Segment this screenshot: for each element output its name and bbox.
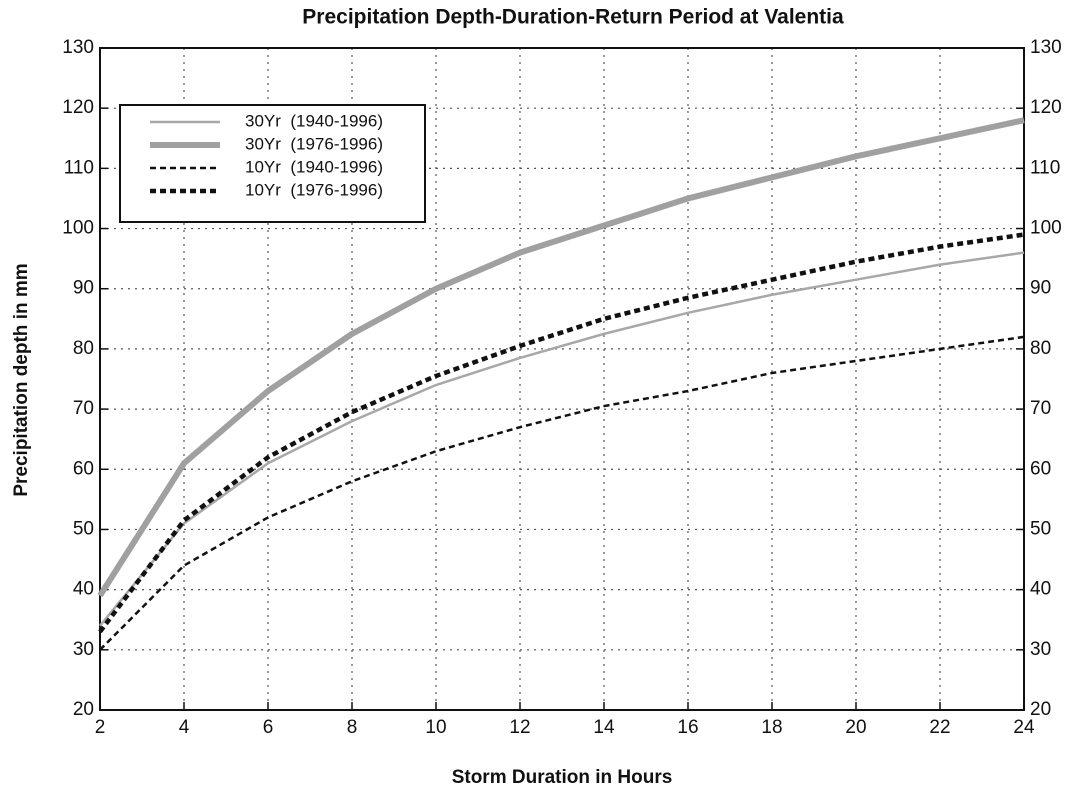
y-tick-label: 50 xyxy=(73,518,94,539)
x-tick-label: 14 xyxy=(593,717,615,738)
y2-tick-label: 40 xyxy=(1030,579,1051,600)
y2-tick-label: 110 xyxy=(1030,157,1060,178)
y-tick-label: 130 xyxy=(62,37,94,58)
legend-label: 10Yr (1976-1996) xyxy=(245,180,383,199)
chart-title: Precipitation Depth-Duration-Return Peri… xyxy=(302,6,844,29)
plot-frame xyxy=(99,47,1025,711)
x-axis-label: Storm Duration in Hours xyxy=(452,767,673,788)
y-tick-label: 40 xyxy=(73,579,94,600)
x-tick-label: 2 xyxy=(95,717,106,738)
y2-tick-label: 70 xyxy=(1030,398,1051,419)
x-tick-label: 20 xyxy=(845,717,866,738)
y-tick-label: 60 xyxy=(73,458,94,479)
legend-label: 30Yr (1940-1996) xyxy=(245,111,383,130)
y2-tick-label: 20 xyxy=(1030,699,1051,720)
y2-tick-label: 130 xyxy=(1030,37,1062,58)
y-tick-label: 70 xyxy=(73,398,94,419)
x-tick-label: 16 xyxy=(677,717,698,738)
x-tick-label: 6 xyxy=(263,717,274,738)
x-tick-label: 4 xyxy=(179,717,190,738)
y-tick-label: 20 xyxy=(73,699,94,720)
y-tick-label: 120 xyxy=(62,97,94,118)
y2-tick-label: 90 xyxy=(1030,278,1051,299)
x-tick-label: 8 xyxy=(347,717,358,738)
y2-tick-label: 60 xyxy=(1030,458,1051,479)
x-tick-label: 12 xyxy=(509,717,530,738)
series-line xyxy=(98,232,1025,634)
series-line xyxy=(97,117,1025,598)
x-tick-label: 24 xyxy=(1013,717,1035,738)
x-tick-label: 10 xyxy=(425,717,446,738)
y2-tick-label: 50 xyxy=(1030,518,1051,539)
series-line xyxy=(99,251,1025,627)
y2-tick-label: 120 xyxy=(1030,97,1062,118)
y2-tick-label: 100 xyxy=(1030,218,1062,239)
y-tick-label: 110 xyxy=(64,157,94,178)
y2-tick-label: 30 xyxy=(1030,639,1051,660)
y-tick-label: 90 xyxy=(73,278,94,299)
x-tick-label: 18 xyxy=(761,717,782,738)
legend-label: 30Yr (1976-1996) xyxy=(245,134,383,153)
legend-label: 10Yr (1940-1996) xyxy=(245,157,383,176)
x-tick-label: 22 xyxy=(929,717,950,738)
y2-tick-label: 80 xyxy=(1030,338,1051,359)
legend-box xyxy=(119,104,426,223)
series-line xyxy=(99,335,1025,651)
y-tick-label: 30 xyxy=(73,639,94,660)
y-tick-label: 80 xyxy=(73,338,94,359)
y-axis-label: Precipitation depth in mm xyxy=(11,263,32,496)
y-tick-label: 100 xyxy=(62,218,94,239)
